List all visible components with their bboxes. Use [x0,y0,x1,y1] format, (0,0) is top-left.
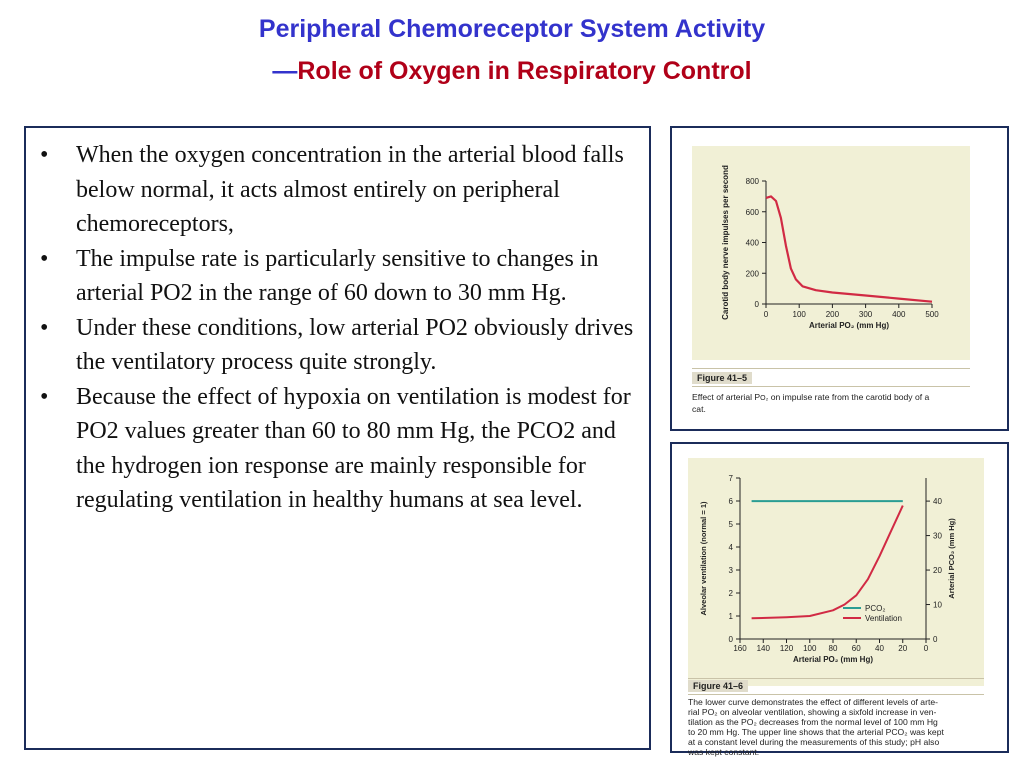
bullet-text: Because the effect of hypoxia on ventila… [76,383,631,514]
bullet-list: • When the oxygen concentration in the ar… [26,128,649,518]
bullet-icon: • [40,142,49,168]
x-tick-label: 140 [757,644,771,653]
y-tick-label: 0 [755,300,760,309]
caption-text: on impulse rate from the carotid body of… [768,392,930,402]
figure-41-6-panel: 0 1 2 3 4 5 6 7 0 10 20 30 40 160 140 120 100 80 60 40 20 0 Ar… [688,458,984,686]
y-tick-label: 5 [729,520,734,529]
y-tick-label: 200 [746,269,760,278]
bullet-text: The impulse rate is particularly sensiti… [76,245,599,307]
bullet-item: • The impulse rate is particularly sensit… [36,242,635,311]
y2-tick-label: 30 [933,532,942,541]
x-tick-label: 400 [892,310,906,319]
bullet-item: • Under these conditions, low arterial PO… [36,311,635,380]
figure-divider [692,368,970,369]
x-tick-label: 100 [793,310,807,319]
x-tick-label: 40 [875,644,884,653]
figure-41-6-label: Figure 41–6 [688,680,749,692]
x-tick-label: 20 [898,644,907,653]
bullet-item: • Because the effect of hypoxia on ventil… [36,380,635,518]
caption-line: rial PO₂ on alveolar ventilation, showin… [688,707,937,717]
figure-41-5-label: Figure 41–5 [692,372,753,384]
x-tick-label: 500 [925,310,939,319]
x-axis-label: Arterial PO₂ (mm Hg) [809,321,889,330]
y-tick-label: 4 [729,543,734,552]
bullet-icon: • [40,314,49,341]
x-axis-label: Arterial PO₂ (mm Hg) [793,655,873,664]
y2-tick-label: 0 [933,635,938,644]
figure-divider [688,678,984,679]
x-tick-label: 0 [764,310,769,319]
caption-text: Effect of arterial P [692,392,761,402]
bullet-icon: • [40,383,49,410]
slide-title: Peripheral Chemoreceptor System Activity [258,15,766,43]
caption-line: at a constant level during the measureme… [688,737,940,747]
y-tick-label: 800 [746,177,760,186]
slide-subtitle: —Role of Oxygen in Respiratory Control [0,54,1024,88]
x-tick-label: 80 [829,644,838,653]
impulse-rate-line [765,195,933,303]
y-axis-label: Alveolar ventilation (normal = 1) [699,501,708,615]
y-tick-label: 7 [729,474,734,483]
y2-tick-label: 10 [933,601,942,610]
figure-divider [692,386,970,387]
caption-line: The lower curve demonstrates the effect … [688,697,938,707]
figure-41-5-box: 0 200 400 600 800 0 100 200 300 400 500 Arterial PO… [670,126,1009,431]
x-tick-label: 120 [780,644,794,653]
bullet-text: Under these conditions, low arterial PO2… [76,314,634,376]
carotid-impulse-chart: 0 200 400 600 800 0 100 200 300 400 500 Arterial PO… [721,165,939,330]
figure-41-5-panel: 0 200 400 600 800 0 100 200 300 400 500 Arterial PO… [692,146,970,360]
x-tick-label: 300 [859,310,873,319]
caption-text: cat. [692,404,706,414]
figure-41-6-box: 0 1 2 3 4 5 6 7 0 10 20 30 40 160 140 120 100 80 60 40 20 0 Ar… [670,442,1009,757]
legend-label: PCO₂ [865,604,885,613]
subtitle-text: Role of Oxygen in Respiratory Control [297,57,752,85]
figure-41-6-caption: The lower curve demonstrates the effect … [688,697,988,757]
caption-line: was kept constant. [688,747,760,757]
caption-line: to 20 mm Hg. The upper line shows that t… [688,727,944,737]
y-tick-label: 400 [746,239,760,248]
x-tick-label: 60 [852,644,861,653]
legend-label: Ventilation [865,614,902,623]
x-tick-label: 0 [924,644,929,653]
bullet-text: When the oxygen concentration in the art… [76,142,624,237]
x-tick-label: 160 [733,644,747,653]
figure-41-5-caption: Effect of arterial PO₂ on impulse rate f… [692,392,977,414]
ventilation-chart: 0 1 2 3 4 5 6 7 0 10 20 30 40 160 140 120 100 80 60 40 20 0 Ar… [699,474,956,664]
y-tick-label: 2 [729,589,734,598]
y-tick-label: 6 [729,497,734,506]
caption-subscript: O₂ [760,395,769,402]
figure-divider [688,694,984,695]
ventilation-line [751,505,904,620]
y-tick-label: 3 [729,566,734,575]
y2-axis-label: Arterial PCO₂ (mm Hg) [947,518,956,599]
y-axis-label: Carotid body nerve impulses per second [721,165,730,320]
bullet-item: • When the oxygen concentration in the ar… [36,138,635,242]
y2-tick-label: 20 [933,566,942,575]
y-tick-label: 0 [729,635,734,644]
x-tick-label: 200 [826,310,840,319]
x-tick-label: 100 [803,644,817,653]
y2-tick-label: 40 [933,497,942,506]
bullet-text-box: • When the oxygen concentration in the ar… [24,126,651,750]
subtitle-dash: — [272,57,298,85]
caption-line: tilation as the PO₂ decreases from the n… [688,717,938,727]
bullet-icon: • [40,245,49,272]
y-tick-label: 1 [729,612,734,621]
y-tick-label: 600 [746,208,760,217]
